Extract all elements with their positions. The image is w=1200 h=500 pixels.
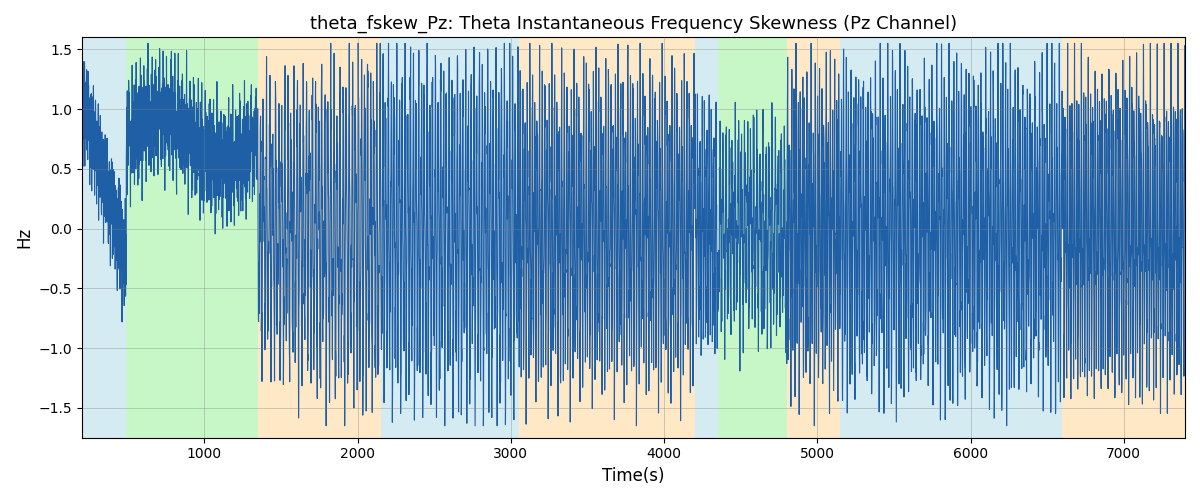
Bar [840,38,1062,438]
Bar [258,38,380,438]
Bar [787,38,840,438]
Bar [1062,38,1184,438]
Bar [82,38,126,438]
Title: theta_fskew_Pz: Theta Instantaneous Frequency Skewness (Pz Channel): theta_fskew_Pz: Theta Instantaneous Freq… [310,15,958,34]
Bar [718,38,787,438]
Bar [695,38,718,438]
Bar [518,38,695,438]
X-axis label: Time(s): Time(s) [602,467,665,485]
Bar [126,38,258,438]
Bar [380,38,518,438]
Y-axis label: Hz: Hz [14,227,32,248]
